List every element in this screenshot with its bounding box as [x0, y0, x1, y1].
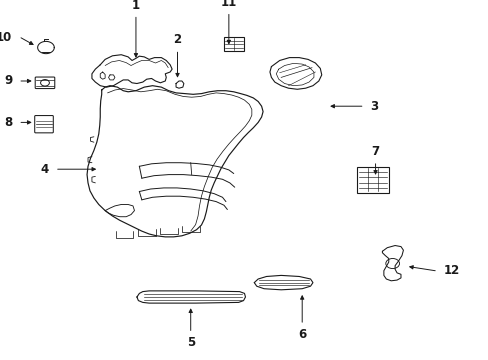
FancyBboxPatch shape: [224, 37, 243, 51]
Text: 11: 11: [220, 0, 237, 9]
Text: 1: 1: [132, 0, 140, 12]
Text: 4: 4: [41, 163, 49, 176]
Text: 3: 3: [370, 100, 378, 113]
Text: 8: 8: [4, 116, 12, 129]
Text: 6: 6: [298, 328, 305, 341]
FancyBboxPatch shape: [35, 116, 53, 133]
Text: 2: 2: [173, 33, 181, 46]
Text: 12: 12: [443, 264, 459, 277]
Text: 9: 9: [4, 75, 12, 87]
Text: 5: 5: [186, 336, 194, 349]
Text: 10: 10: [0, 31, 12, 44]
FancyBboxPatch shape: [35, 77, 55, 89]
FancyBboxPatch shape: [356, 167, 388, 193]
Text: 7: 7: [371, 145, 379, 158]
